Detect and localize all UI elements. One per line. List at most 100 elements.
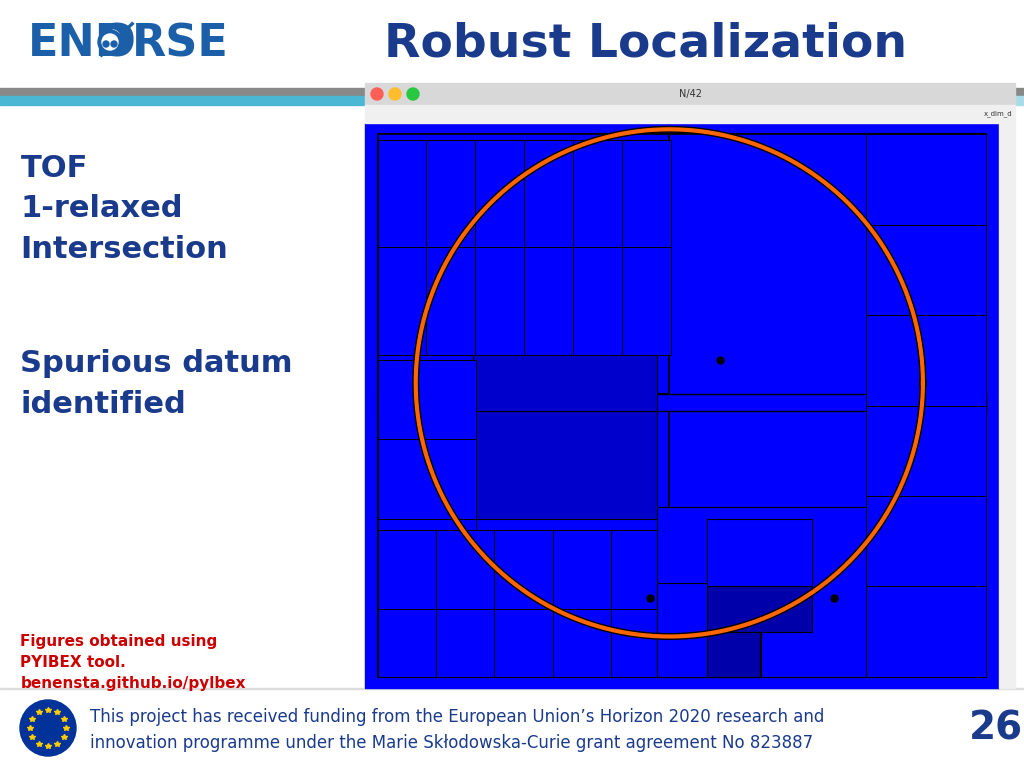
- Circle shape: [20, 700, 76, 756]
- Circle shape: [911, 88, 918, 95]
- Circle shape: [111, 41, 117, 47]
- Circle shape: [631, 88, 638, 95]
- Circle shape: [931, 88, 938, 95]
- Circle shape: [841, 88, 848, 95]
- Bar: [622, 140, 671, 247]
- Text: Ø: Ø: [98, 22, 136, 65]
- Bar: [573, 140, 622, 247]
- Circle shape: [811, 88, 818, 95]
- Bar: [378, 247, 427, 355]
- Bar: [436, 530, 495, 609]
- Bar: [0, 96, 594, 105]
- Bar: [495, 598, 553, 677]
- Text: This project has received funding from the European Union’s Horizon 2020 researc: This project has received funding from t…: [90, 708, 824, 753]
- Bar: [378, 134, 986, 677]
- Text: TOF
1-relaxed
Intersection: TOF 1-relaxed Intersection: [20, 154, 228, 263]
- Bar: [866, 496, 986, 586]
- Circle shape: [621, 88, 628, 95]
- Bar: [378, 598, 436, 677]
- Circle shape: [691, 88, 698, 95]
- Bar: [0, 688, 1024, 689]
- Bar: [475, 247, 524, 355]
- Circle shape: [731, 88, 738, 95]
- Bar: [670, 134, 986, 677]
- Bar: [553, 598, 611, 677]
- Bar: [378, 530, 436, 609]
- Circle shape: [103, 41, 109, 47]
- Bar: [436, 598, 495, 677]
- Circle shape: [791, 88, 798, 95]
- Bar: [524, 247, 573, 355]
- Circle shape: [801, 88, 808, 95]
- Bar: [594, 96, 1024, 105]
- Bar: [866, 225, 986, 315]
- Bar: [365, 83, 1015, 105]
- Circle shape: [641, 88, 648, 95]
- Circle shape: [681, 88, 688, 95]
- Bar: [656, 507, 866, 677]
- Bar: [622, 247, 671, 355]
- Bar: [427, 140, 475, 247]
- Circle shape: [870, 88, 878, 95]
- Bar: [365, 105, 1015, 123]
- Circle shape: [371, 88, 383, 100]
- Circle shape: [751, 88, 758, 95]
- Circle shape: [901, 88, 908, 95]
- Bar: [378, 394, 670, 677]
- Bar: [866, 134, 986, 225]
- Bar: [999, 123, 1015, 688]
- Bar: [378, 360, 476, 439]
- Bar: [708, 518, 812, 586]
- Circle shape: [741, 88, 748, 95]
- Text: 26: 26: [969, 709, 1023, 747]
- Circle shape: [921, 88, 928, 95]
- Circle shape: [821, 88, 827, 95]
- Circle shape: [861, 88, 868, 95]
- Bar: [378, 518, 476, 598]
- Circle shape: [389, 88, 401, 100]
- Bar: [0, 88, 1024, 96]
- Circle shape: [407, 88, 419, 100]
- Text: Spurious datum
identified: Spurious datum identified: [20, 349, 293, 419]
- Circle shape: [700, 88, 708, 95]
- Circle shape: [761, 88, 768, 95]
- Bar: [495, 530, 553, 609]
- Bar: [427, 247, 475, 355]
- Bar: [656, 584, 761, 677]
- Circle shape: [951, 88, 957, 95]
- Bar: [524, 140, 573, 247]
- Circle shape: [941, 88, 948, 95]
- Circle shape: [771, 88, 778, 95]
- Bar: [378, 134, 670, 394]
- Bar: [475, 140, 524, 247]
- Bar: [378, 394, 986, 411]
- Circle shape: [102, 34, 118, 50]
- Circle shape: [711, 88, 718, 95]
- Text: N/42: N/42: [679, 89, 701, 99]
- Text: x_dim_d: x_dim_d: [983, 111, 1012, 118]
- Bar: [473, 140, 656, 411]
- Circle shape: [660, 88, 668, 95]
- Circle shape: [881, 88, 888, 95]
- Circle shape: [671, 88, 678, 95]
- Bar: [378, 439, 476, 518]
- Bar: [378, 140, 427, 247]
- Bar: [708, 586, 812, 631]
- Circle shape: [851, 88, 858, 95]
- Circle shape: [721, 88, 728, 95]
- Circle shape: [98, 30, 122, 54]
- Bar: [473, 304, 656, 411]
- Text: RSE: RSE: [132, 22, 229, 65]
- Bar: [573, 247, 622, 355]
- Bar: [611, 530, 670, 609]
- Bar: [0, 688, 1024, 768]
- Circle shape: [611, 88, 617, 95]
- Text: Figures obtained using
PYIBEX tool.
benensta.github.io/pylbex: Figures obtained using PYIBEX tool. bene…: [20, 634, 246, 690]
- Bar: [553, 530, 611, 609]
- Text: Robust Localization: Robust Localization: [384, 22, 906, 67]
- Bar: [708, 630, 760, 677]
- Circle shape: [830, 88, 838, 95]
- Bar: [866, 586, 986, 677]
- Bar: [611, 598, 670, 677]
- Bar: [365, 123, 999, 688]
